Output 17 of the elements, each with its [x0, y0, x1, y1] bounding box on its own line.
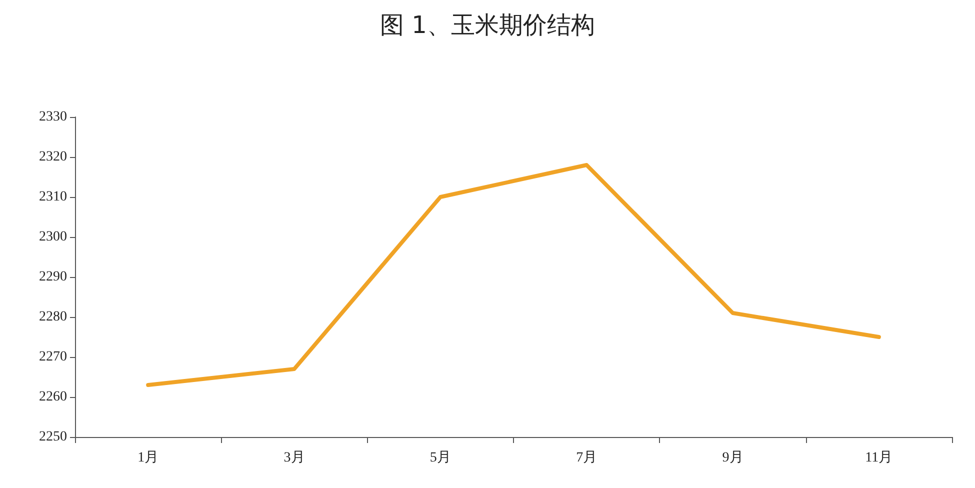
- x-tick-label: 11月: [865, 450, 893, 466]
- y-tick-label: 2280: [39, 310, 67, 324]
- x-tick-label: 9月: [722, 450, 744, 466]
- y-tick-label: 2310: [39, 190, 67, 204]
- line-series: [146, 163, 881, 387]
- y-tick-label: 2270: [39, 350, 67, 364]
- x-tick-label: 1月: [138, 450, 159, 466]
- y-tick-label: 2300: [39, 230, 67, 244]
- x-tick-label: 5月: [430, 450, 451, 466]
- y-tick-label: 2260: [39, 390, 67, 404]
- y-tick-label: 2320: [39, 150, 67, 164]
- y-tick-label: 2290: [39, 270, 67, 284]
- y-tick-label: 2250: [39, 430, 67, 444]
- x-tick-label: 3月: [284, 450, 305, 466]
- x-tick-label: 7月: [576, 450, 598, 466]
- y-tick-label: 2330: [39, 110, 67, 124]
- chart-title: 图 1、玉米期价结构: [380, 11, 595, 39]
